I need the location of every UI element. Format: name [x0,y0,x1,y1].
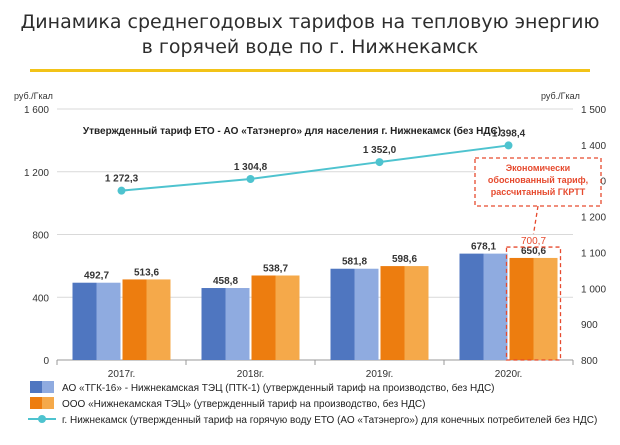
bar-tgk16-left [459,253,484,360]
x-tick-label: 2018г. [237,369,264,380]
line-value-label: 1 352,0 [363,145,397,156]
bar-nktec-left [380,266,405,360]
y-right-tick-label: 1 000 [581,284,606,295]
y-right-tick-label: 1 500 [581,105,606,116]
chart-title-line-1: Динамика среднегодовых тарифов на теплов… [20,11,600,33]
bar-nktec-right [533,257,558,360]
bar-tgk16-left [72,282,97,360]
title-underline [30,69,590,72]
y-right-tick-label: 1 100 [581,248,606,259]
y-right-tick-label: 1 200 [581,213,606,224]
annotation-leader-line [532,205,539,235]
y-left-tick-label: 0 [43,356,49,367]
line-point [375,158,384,167]
line-point [117,186,126,195]
bar-tgk16-right [96,282,121,360]
bar-nktec-right [404,266,429,360]
bar-tgk16-right [483,253,508,360]
annotation-text: обоснованный тариф, [488,175,588,185]
bar-value-label: 513,6 [134,267,159,278]
line-point [246,174,255,183]
annotation-callout-box [474,157,602,207]
x-tick-label: 2017г. [108,369,135,380]
y-right-tick-label: 900 [581,320,598,331]
legend-swatch-orange-dark [30,397,42,409]
bar-value-label: 492,7 [84,271,109,282]
legend-label-tgk16: АО «ТГК-16» - Нижнекамская ТЭЦ (ПТК-1) (… [62,382,495,394]
bar-nktec-left [509,257,534,360]
annotation-text: Экономически [506,163,570,173]
line-value-label: 1 304,8 [234,162,268,173]
y-left-unit-label: руб./Гкал [14,91,53,101]
bar-value-label: 650,6 [521,246,546,257]
line-value-label: 1 398,4 [492,128,526,139]
bar-nktec-right [146,279,171,360]
bar-value-label: 678,1 [471,242,496,253]
legend-label-nktec: ООО «Нижнекамская ТЭЦ» (утвержденный тар… [62,398,425,410]
x-tick-label: 2019г. [366,369,393,380]
y-right-tick-label: 800 [581,356,598,367]
y-right-tick-label: 1 400 [581,141,606,152]
annotation-value-label: 700,7 [521,236,546,247]
x-tick-label: 2020г. [495,369,522,380]
bar-value-label: 538,7 [263,263,288,274]
bar-tgk16-right [225,288,250,360]
legend-swatch-blue-dark [30,381,42,393]
legend-label-nizhnekamsk: г. Нижнекамск (утвержденный тариф на гор… [62,414,597,426]
legend-marker-teal [38,415,46,423]
bar-nktec-left [122,279,147,360]
line-series-title: Утвержденный тариф ЕТО - АО «Татэнерго» … [83,125,501,137]
y-left-tick-label: 1 200 [24,168,49,179]
legend-swatch-blue-light [42,381,54,393]
legend-swatch-orange-light [42,397,54,409]
y-left-tick-label: 800 [32,231,49,242]
bar-nktec-right [275,275,300,360]
chart-title: Динамика среднегодовых тарифов на теплов… [0,10,620,60]
bar-value-label: 581,8 [342,257,367,268]
y-left-tick-label: 400 [32,293,49,304]
chart-title-line-2: в горячей воде по г. Нижнекамск [141,36,479,58]
bar-tgk16-left [330,268,355,360]
line-value-label: 1 272,3 [105,174,139,185]
line-series-nizhnekamsk [121,144,509,192]
bar-tgk16-left [201,288,226,360]
bar-value-label: 458,8 [213,276,238,287]
annotation-text: рассчитанный ГКРТТ [491,187,586,197]
y-right-unit-label: руб./Гкал [541,91,580,101]
line-point [504,141,513,150]
y-left-tick-label: 1 600 [24,105,49,116]
bar-value-label: 598,6 [392,254,417,265]
bar-nktec-left [251,275,276,360]
bar-tgk16-right [354,268,379,360]
